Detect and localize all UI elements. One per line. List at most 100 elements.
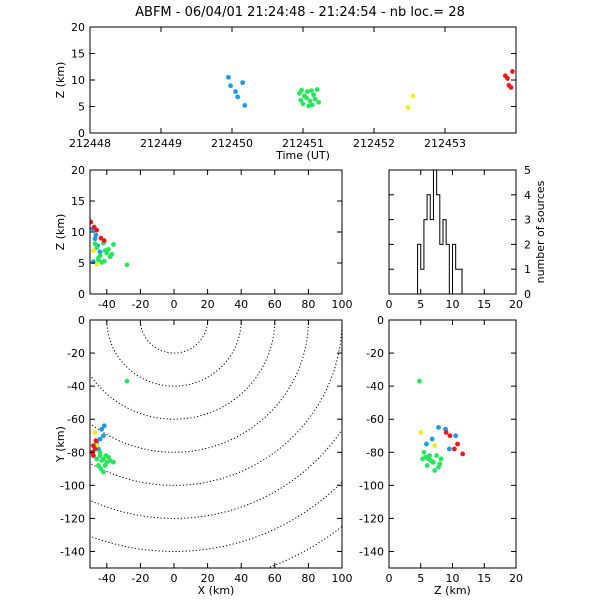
data-point <box>240 80 246 86</box>
x-tick-label: 40 <box>234 572 248 585</box>
data-point <box>316 99 322 105</box>
y-tick-label: 20 <box>71 21 85 34</box>
data-point <box>104 250 110 256</box>
data-point <box>447 433 453 439</box>
data-points <box>90 219 130 268</box>
x-tick-label: 20 <box>509 572 523 585</box>
data-point <box>228 83 233 89</box>
height-y-panel: 0 5 10 15 20 -140 -120 -100 -80 -60 -40 -20 0 Z (km) <box>359 314 523 597</box>
y-tick-label: 10 <box>71 74 85 87</box>
y-tick-label: -100 <box>359 479 384 492</box>
x-tick-label: 80 <box>301 572 315 585</box>
data-point <box>424 463 430 468</box>
x-tick-label: -40 <box>98 298 116 311</box>
data-point <box>93 438 99 444</box>
data-point <box>242 103 248 108</box>
x-tick-label: 212448 <box>69 137 111 150</box>
histogram-bin <box>453 244 456 294</box>
data-point <box>103 453 109 458</box>
x-height-panel: -40 -20 0 20 40 60 80 100 0 5 10 15 20 Z (km) <box>54 164 353 311</box>
data-point <box>98 235 104 241</box>
data-point <box>94 245 100 250</box>
data-point <box>432 443 438 449</box>
data-points <box>226 69 515 110</box>
y-tick-label: 10 <box>71 226 85 239</box>
range-ring <box>90 320 276 420</box>
data-point <box>106 246 111 252</box>
data-point <box>298 97 304 103</box>
y-tick-label: 5 <box>78 257 85 270</box>
x-axis-label: X (km) <box>198 584 235 597</box>
x-tick-label: 15 <box>477 298 491 311</box>
data-point <box>90 443 96 449</box>
data-point <box>111 242 116 247</box>
data-point <box>90 453 96 458</box>
data-point <box>432 468 438 473</box>
histogram-bin <box>459 269 462 294</box>
data-point <box>508 85 514 90</box>
y-tick-label: 3 <box>524 214 531 227</box>
y-tick-label: 15 <box>71 195 85 208</box>
data-point <box>309 102 315 108</box>
y-tick-label: -120 <box>60 512 85 525</box>
x-tick-label: 5 <box>417 298 424 311</box>
data-point <box>452 446 457 452</box>
y-tick-label: 0 <box>377 314 384 327</box>
y-tick-label: 20 <box>71 164 85 177</box>
y-tick-label: -60 <box>67 413 85 426</box>
histogram-outline <box>389 169 516 295</box>
x-tick-label: 0 <box>171 572 178 585</box>
x-tick-label: 5 <box>417 572 424 585</box>
data-point <box>434 453 440 458</box>
data-point <box>443 430 449 435</box>
x-tick-label: 0 <box>171 298 178 311</box>
histogram-bin <box>418 244 421 294</box>
y-tick-label: -80 <box>366 446 384 459</box>
x-tick-label: 10 <box>446 572 460 585</box>
x-tick-label: 20 <box>201 572 215 585</box>
time-height-panel: 212448 212449 212450 212451 212452 212453 0 5 10… <box>54 21 517 162</box>
x-tick-label: -40 <box>98 572 116 585</box>
y-tick-label: 0 <box>78 288 85 301</box>
data-point <box>226 74 231 80</box>
data-point <box>311 92 317 98</box>
x-axis-label: Time (UT) <box>275 149 330 162</box>
y-tick-label: -40 <box>366 380 384 393</box>
histogram-bin <box>446 244 449 294</box>
plot-frame <box>89 319 343 569</box>
y-tick-label: -120 <box>359 512 384 525</box>
y-tick-label: 0 <box>78 314 85 327</box>
y-tick-label: -100 <box>60 479 85 492</box>
data-point <box>410 93 416 99</box>
data-point <box>97 449 103 455</box>
data-point <box>101 423 107 429</box>
y-axis-label: Z (km) <box>54 214 67 251</box>
data-point <box>502 73 508 79</box>
y-tick-label: 1 <box>524 263 531 276</box>
histogram-bin <box>440 244 443 294</box>
data-point <box>97 453 103 458</box>
figure-title: ABFM - 06/04/01 21:24:48 - 21:24:54 - nb… <box>135 5 465 20</box>
histogram-bin <box>443 220 446 294</box>
data-point <box>304 89 310 95</box>
data-point <box>455 441 460 447</box>
x-tick-label: 60 <box>268 572 282 585</box>
data-point <box>97 436 103 442</box>
x-tick-label: 212453 <box>424 137 466 150</box>
data-point <box>453 433 459 439</box>
data-point <box>235 94 241 100</box>
data-point <box>92 236 98 242</box>
histogram-bin <box>456 269 459 294</box>
data-point <box>92 241 98 247</box>
x-tick-label: 212452 <box>353 137 395 150</box>
data-point <box>98 466 104 472</box>
data-point <box>460 451 466 457</box>
x-tick-label: 20 <box>509 298 523 311</box>
data-point <box>109 251 115 257</box>
data-point <box>307 98 313 104</box>
y-tick-label: -140 <box>359 545 384 558</box>
data-point <box>427 453 433 458</box>
data-point <box>101 469 106 475</box>
